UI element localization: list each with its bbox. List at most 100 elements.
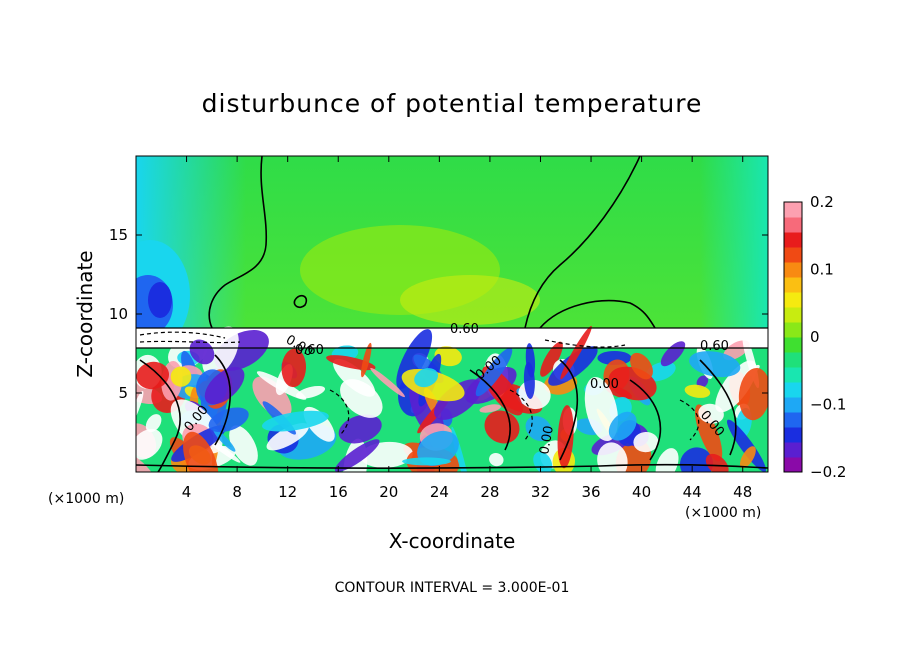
- x-axis-label: X-coordinate: [389, 529, 516, 553]
- colorbar-swatch: [784, 457, 802, 473]
- turbulence-blob: [557, 405, 574, 469]
- contour-label: 0.60: [450, 322, 479, 337]
- y-tick-label: 15: [109, 226, 128, 244]
- y-tick-label: 10: [109, 305, 128, 323]
- contour-label: 0.60: [295, 343, 324, 358]
- turbulence-blob: [208, 407, 249, 433]
- turbulence-blob: [738, 367, 768, 421]
- turbulence-blob: [484, 410, 520, 444]
- negative-contours: [139, 331, 700, 441]
- x-tick-label: 4: [182, 483, 192, 501]
- x-tick-label: 36: [581, 483, 600, 501]
- turbulence-blob: [645, 361, 676, 382]
- colorbar-swatch: [784, 217, 802, 233]
- x-tick-label: 20: [379, 483, 398, 501]
- turbulence-blob: [723, 340, 750, 361]
- turbulence-blob: [597, 442, 628, 472]
- x-tick-label: 8: [232, 483, 242, 501]
- colorbar-swatch: [784, 352, 802, 368]
- colorbar-swatch: [784, 277, 802, 293]
- turbulence-blob: [434, 346, 462, 367]
- turbulence-blob: [548, 346, 598, 386]
- turbulence-blob: [696, 375, 709, 388]
- contour-label: 0.00: [537, 425, 557, 456]
- colorbar-ticks: 0.2 0.1 0 −0.1 −0.2: [810, 193, 846, 481]
- colorbar-swatch: [784, 292, 802, 308]
- turbulence-blob: [689, 351, 741, 378]
- x-unit-label-left: (×1000 m): [48, 491, 124, 507]
- turbulence-blob: [560, 325, 592, 380]
- turbulence-blob: [281, 348, 307, 388]
- colorbar-frame: [783, 201, 803, 473]
- turbulence-blob: [183, 431, 219, 472]
- turbulence-blob: [489, 453, 504, 467]
- colorbar-swatch: [784, 382, 802, 398]
- colorbar-swatch: [784, 442, 802, 458]
- turbulence-blob: [684, 384, 711, 398]
- colorbar-tick-label: −0.2: [810, 463, 846, 481]
- y-axis-label: Z-coordinate: [73, 250, 97, 377]
- turbulence-blob: [698, 403, 724, 424]
- turbulence-blob: [213, 428, 236, 452]
- turbulence-blob: [417, 430, 459, 466]
- x-tick-label: 16: [329, 483, 348, 501]
- turbulence-blob: [252, 376, 292, 418]
- colorbar-swatch: [784, 322, 802, 338]
- contour-lines: [136, 156, 768, 472]
- x-axis: 4 8 12 16 20 24 28 32 36 40 44 48: [182, 156, 752, 501]
- x-tick-label: 28: [480, 483, 499, 501]
- colorbar-swatch: [784, 232, 802, 248]
- x-tick-label: 48: [733, 483, 752, 501]
- x-tick-label: 40: [632, 483, 651, 501]
- turbulence-blob: [479, 404, 501, 413]
- colorbar-swatch: [784, 412, 802, 428]
- contour-interval-text: CONTOUR INTERVAL = 3.000E-01: [335, 580, 570, 596]
- turbulence-blob: [726, 419, 767, 472]
- turbulence-blob: [370, 367, 405, 398]
- colorbar-tick-label: 0.2: [810, 193, 834, 211]
- turbulence-blob: [136, 428, 163, 460]
- contour-label: 0.60: [700, 339, 729, 354]
- x-tick-label: 44: [683, 483, 702, 501]
- colorbar-swatch: [784, 247, 802, 263]
- turbulence-blob: [145, 414, 162, 433]
- contour-label: 0.00: [590, 377, 619, 392]
- x-tick-label: 12: [278, 483, 297, 501]
- turbulence-blob: [525, 416, 552, 442]
- turbulence-blob: [402, 457, 451, 466]
- heatmap-field: [136, 156, 768, 472]
- turbulence-blob: [136, 450, 157, 472]
- turbulence-blob: [584, 376, 619, 442]
- x-tick-label: 24: [430, 483, 449, 501]
- colorbar-swatch: [784, 397, 802, 413]
- turbulence-blob: [295, 385, 326, 399]
- colorbar-swatch: [784, 337, 802, 353]
- turbulence-blob: [361, 342, 372, 378]
- chart-title: disturbunce of potential temperature: [202, 89, 703, 118]
- colorbar-swatch: [784, 367, 802, 383]
- turbulence-blob: [136, 361, 170, 390]
- colorbar-tick-label: 0: [810, 328, 820, 346]
- turbulence-blob: [608, 411, 637, 441]
- colorbar-swatch: [784, 262, 802, 278]
- y-tick-label: 5: [118, 384, 128, 402]
- colorbar-tick-label: −0.1: [810, 396, 846, 414]
- turbulence-blob: [475, 347, 513, 397]
- x-unit-label-right: (×1000 m): [685, 505, 761, 521]
- y-axis: 5 10 15: [109, 226, 768, 402]
- colorbar-tick-label: 0.1: [810, 261, 834, 279]
- turbulence-blob: [202, 326, 239, 377]
- turbulence-blob: [540, 341, 563, 377]
- turbulence-blob: [633, 431, 659, 453]
- x-tick-label: 32: [531, 483, 550, 501]
- turbulence-blob: [414, 368, 438, 388]
- turbulence-blob: [533, 451, 553, 472]
- turbulence-blob: [189, 339, 215, 365]
- turbulence-blob: [338, 414, 382, 444]
- colorbar-swatch: [784, 202, 802, 218]
- turbulence-blob: [170, 366, 192, 387]
- turbulence-blob: [630, 352, 653, 380]
- colorbar-swatch: [784, 307, 802, 323]
- colorbar-swatch: [784, 427, 802, 443]
